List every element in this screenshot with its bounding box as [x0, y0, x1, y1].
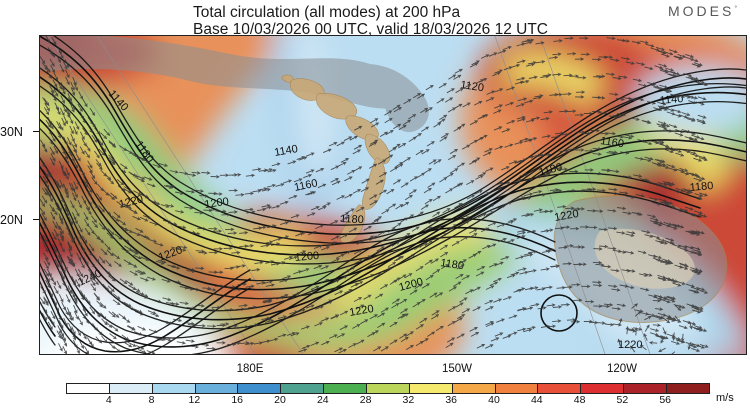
svg-text:1180: 1180: [689, 180, 714, 194]
svg-text:1200: 1200: [294, 250, 319, 264]
svg-text:1220: 1220: [618, 339, 642, 351]
svg-text:1140: 1140: [659, 93, 684, 107]
